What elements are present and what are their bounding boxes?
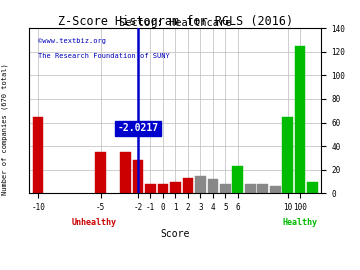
Text: Healthy: Healthy [283,218,318,227]
Text: Sector: Healthcare: Sector: Healthcare [119,18,231,28]
Bar [307,182,318,193]
Bar [233,166,243,193]
Bar [245,184,256,193]
Text: -2.0217: -2.0217 [118,123,159,133]
X-axis label: Score: Score [161,229,190,239]
Bar [282,117,293,193]
Bar [257,184,268,193]
Bar [33,117,44,193]
Bar [295,46,306,193]
Text: ©www.textbiz.org: ©www.textbiz.org [38,38,106,44]
Text: The Research Foundation of SUNY: The Research Foundation of SUNY [38,53,170,59]
Bar [133,160,143,193]
Bar [183,178,193,193]
Bar [170,182,181,193]
Bar [120,152,131,193]
Bar [220,184,231,193]
Bar [145,184,156,193]
Bar [158,184,168,193]
Text: Unhealthy: Unhealthy [72,218,117,227]
Bar [95,152,106,193]
Text: Number of companies (670 total): Number of companies (670 total) [1,64,8,195]
Title: Z-Score Histogram for RGLS (2016): Z-Score Histogram for RGLS (2016) [58,15,293,28]
Bar [195,176,206,193]
Bar [207,179,218,193]
Bar [270,186,280,193]
